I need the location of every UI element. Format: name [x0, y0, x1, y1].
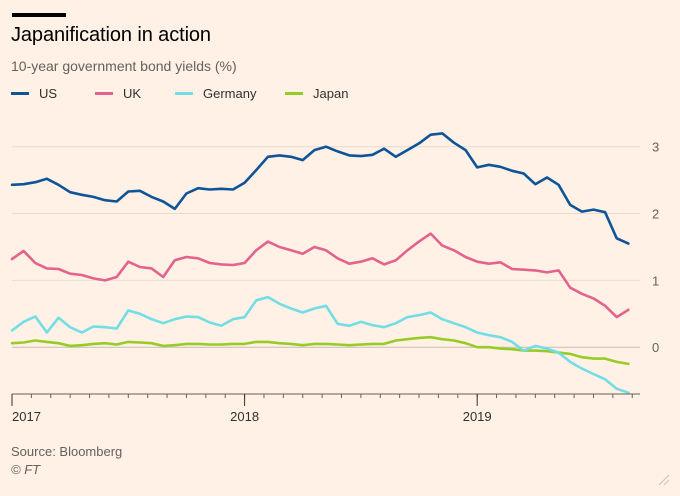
legend-item-germany: Germany: [175, 86, 285, 101]
legend-label-uk: UK: [123, 86, 142, 101]
legend-item-japan: Japan: [285, 86, 348, 101]
source-note: Source: Bloomberg: [11, 444, 123, 459]
legend-swatch-japan: [285, 92, 303, 95]
legend-swatch-uk: [95, 92, 113, 95]
legend-label-us: US: [39, 86, 58, 101]
series-lines: [10, 132, 630, 395]
x-tick-label: 2017: [12, 409, 41, 424]
series-line-japan: [10, 335, 630, 366]
legend-label-japan: Japan: [313, 86, 349, 101]
y-tick-label: 3: [652, 140, 659, 155]
series-line-us: [10, 132, 630, 245]
copyright-note: © FT: [11, 462, 41, 477]
chart-subtitle: 10-year government bond yields (%): [11, 58, 237, 74]
series-line-germany: [10, 295, 630, 395]
legend-swatch-germany: [175, 92, 193, 95]
legend-item-uk: UK: [95, 86, 175, 101]
resize-corner-icon: [658, 474, 670, 486]
legend: US UK Germany Japan: [11, 86, 348, 101]
y-tick-label: 2: [652, 207, 659, 222]
y-tick-label: 1: [652, 273, 659, 288]
series-line-uk: [10, 232, 630, 319]
x-tick-label: 2018: [230, 409, 259, 424]
legend-label-germany: Germany: [203, 86, 257, 101]
x-tick-label: 2019: [463, 409, 492, 424]
page-title: Japanification in action: [11, 24, 211, 46]
legend-item-us: US: [11, 86, 95, 101]
axes: 0 1 2 3 2017 2018 2019: [11, 140, 659, 424]
y-tick-label: 0: [652, 340, 659, 355]
ft-brand-bar: [12, 13, 66, 17]
legend-swatch-us: [11, 92, 29, 95]
